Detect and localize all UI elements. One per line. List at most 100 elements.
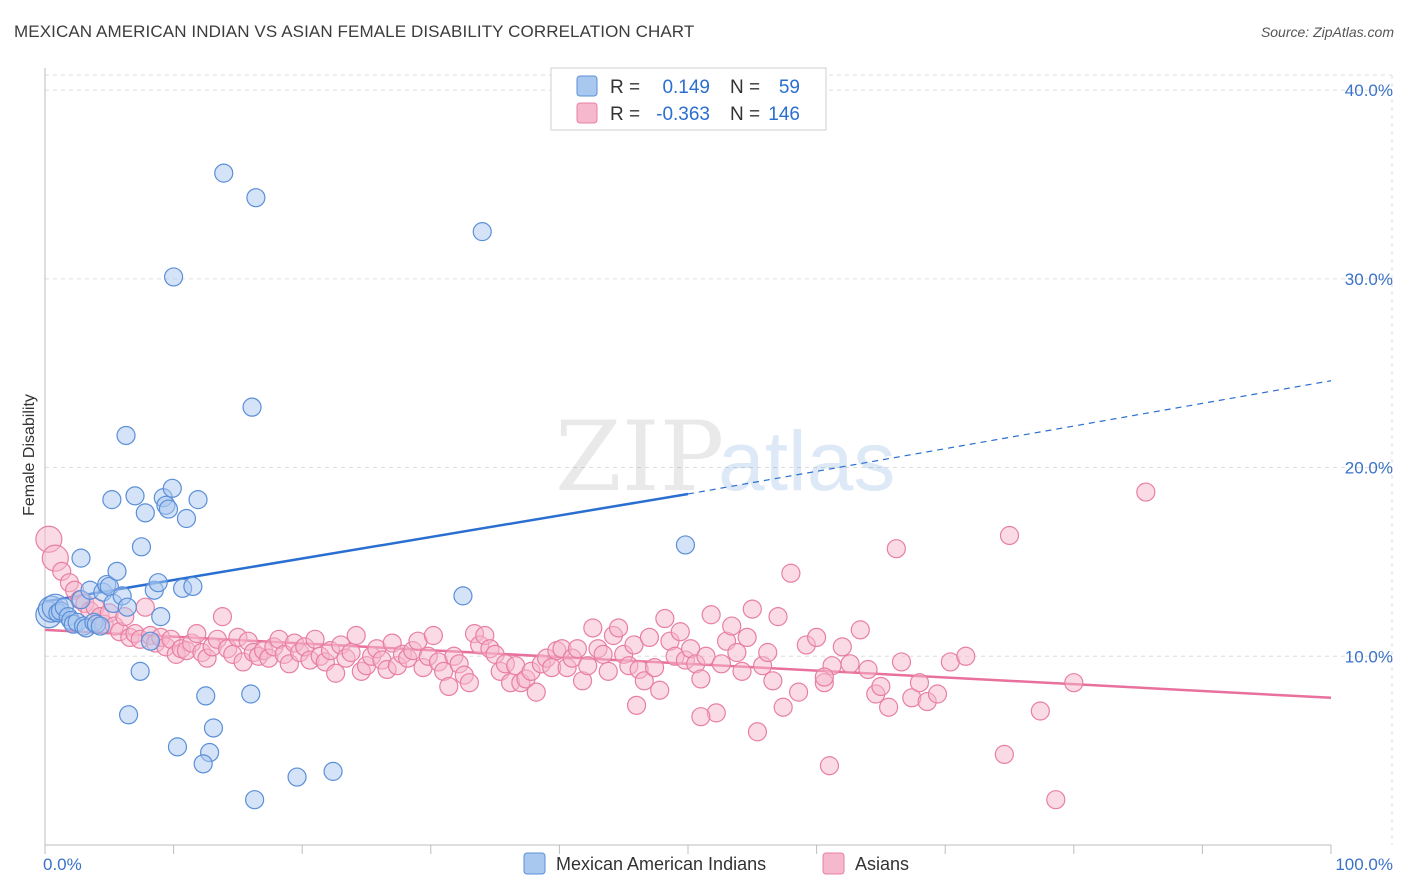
legend-r-label-2: R = [610,104,640,125]
data-point [927,684,948,704]
points-asians [35,482,1156,810]
data-point [102,490,122,510]
data-point [634,671,654,691]
data-point [176,508,197,529]
x-tick-label: 100.0% [1335,855,1393,874]
x-tick-label: 0.0% [43,855,82,874]
data-point [151,607,171,627]
data-point [183,576,203,597]
data-point [242,397,262,417]
data-point [439,676,459,697]
data-point [140,631,161,651]
data-point [578,656,598,676]
bottom-legend-label-blue: Mexican American Indians [556,854,766,874]
data-point [871,676,891,697]
data-point [245,790,265,810]
data-point [598,661,618,681]
data-point [691,669,711,689]
data-point [135,597,155,617]
y-tick-label: 20.0% [1345,459,1393,478]
source-label: Source: ZipAtlas.com [1260,24,1394,40]
data-point [644,657,665,678]
data-point [162,478,182,498]
data-point [214,163,234,183]
y-tick-label: 30.0% [1345,270,1393,289]
y-tick-label: 10.0% [1345,647,1393,666]
x-tick-labels: 0.0% 100.0% [43,855,1393,874]
y-tick-label: 40.0% [1345,81,1393,100]
data-point [1030,701,1050,721]
data-point [167,737,188,757]
data-point [567,639,588,659]
data-point [850,620,870,640]
data-point [287,767,307,787]
data-point [819,756,840,776]
data-point [732,661,752,681]
data-point [727,642,747,663]
watermark: ZIP atlas [555,401,895,513]
data-point [158,499,179,519]
data-point [696,646,716,666]
data-point [341,642,361,663]
y-axis-label: Female Disability [21,394,38,516]
data-point [107,561,127,581]
data-point [806,627,827,648]
axes [44,68,1332,854]
legend-r-value-1: 0.149 [662,77,710,98]
bottom-legend-swatch-blue [523,852,546,875]
data-point [711,654,732,674]
data-point [737,627,757,648]
bottom-legend-swatch-pink [822,852,845,875]
data-point [858,659,878,680]
data-point [650,680,670,700]
data-point [187,624,207,644]
data-point [763,671,783,691]
data-point [241,684,261,704]
data-point [675,535,696,555]
data-point [781,563,801,583]
legend-n-value-1: 59 [779,77,800,98]
legend-r-label-1: R = [610,77,640,98]
data-point [118,705,139,725]
data-point [305,629,325,649]
data-point [459,673,479,693]
legend-r-value-2: -0.363 [656,104,710,125]
data-point [131,537,152,557]
points-mexican-american-indians [35,163,696,810]
series-legend: Mexican American Indians Asians [523,852,909,875]
data-point [196,686,216,706]
data-point [814,667,834,687]
data-point [472,222,492,242]
data-point [691,707,711,727]
data-point [323,761,343,781]
data-point [639,627,660,648]
data-point [624,635,644,655]
data-point [626,695,647,715]
data-point [999,525,1020,546]
data-point [526,682,546,702]
data-point [71,548,91,568]
legend-swatch-pink [576,102,598,124]
data-point [246,188,266,208]
data-point [188,490,208,510]
y-tick-labels: 10.0% 20.0% 30.0% 40.0% [1345,81,1393,666]
data-point [994,744,1014,765]
data-point [722,616,742,636]
watermark-atlas: atlas [718,414,895,508]
watermark-zip: ZIP [555,401,724,513]
trend-line-extension-mexican-american-indians [687,380,1332,495]
data-point [773,697,793,717]
data-point [909,673,930,693]
data-point [1136,482,1156,502]
data-point [768,607,788,627]
data-point [90,616,110,636]
data-point [788,682,809,702]
data-point [891,652,912,672]
data-point [832,637,852,657]
data-point [212,607,233,627]
data-point [1064,673,1084,693]
data-point [956,646,976,666]
data-point [742,599,762,619]
data-point [747,722,768,742]
